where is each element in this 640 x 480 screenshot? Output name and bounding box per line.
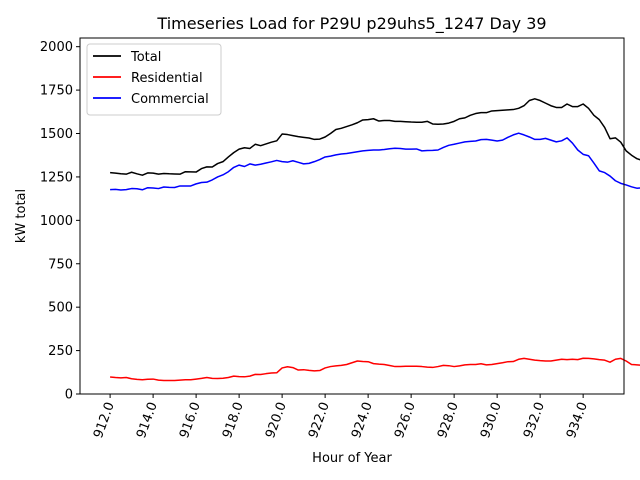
x-tick-label: 932.0	[521, 400, 548, 440]
y-tick-label: 1500	[40, 127, 73, 142]
series-line-residential	[110, 357, 640, 382]
chart-title: Timeseries Load for P29U p29uhs5_1247 Da…	[156, 14, 546, 34]
x-tick-label: 934.0	[564, 400, 591, 440]
x-tick-label: 912.0	[91, 400, 118, 440]
legend-label-total: Total	[130, 50, 161, 65]
x-tick-label: 924.0	[349, 400, 376, 440]
x-axis-title: Hour of Year	[312, 451, 392, 466]
y-tick-label: 2000	[40, 40, 73, 55]
y-tick-label: 0	[65, 388, 73, 403]
plot-frame	[79, 37, 625, 395]
y-tick-label: 1000	[40, 214, 73, 229]
x-tick-label: 914.0	[134, 400, 161, 440]
x-axis: 912.0 914.0 916.0 918.0 920.0 922.0 924.0 926.0…	[91, 394, 591, 440]
x-tick-label: 930.0	[478, 400, 505, 440]
legend-label-commercial: Commercial	[131, 92, 209, 107]
series-line-commercial	[110, 132, 640, 191]
x-tick-label: 928.0	[435, 400, 462, 440]
y-axis-title: kW total	[14, 189, 29, 243]
y-tick-label: 750	[48, 257, 73, 272]
y-tick-label: 250	[48, 344, 73, 359]
x-tick-label: 926.0	[392, 400, 419, 440]
series-layer	[110, 98, 640, 382]
series-line-total	[110, 98, 640, 176]
legend-label-residential: Residential	[131, 71, 203, 86]
x-tick-label: 918.0	[220, 400, 247, 440]
legend: Total Residential Commercial	[86, 43, 222, 116]
x-tick-label: 922.0	[306, 400, 333, 440]
y-tick-label: 1250	[40, 170, 73, 185]
y-tick-label: 1750	[40, 84, 73, 99]
x-tick-label: 920.0	[263, 400, 290, 440]
y-axis: 0 250 500 750 1000 1250 1500 1750 2000	[40, 40, 80, 403]
y-tick-label: 500	[48, 301, 73, 316]
x-tick-label: 916.0	[177, 400, 204, 440]
